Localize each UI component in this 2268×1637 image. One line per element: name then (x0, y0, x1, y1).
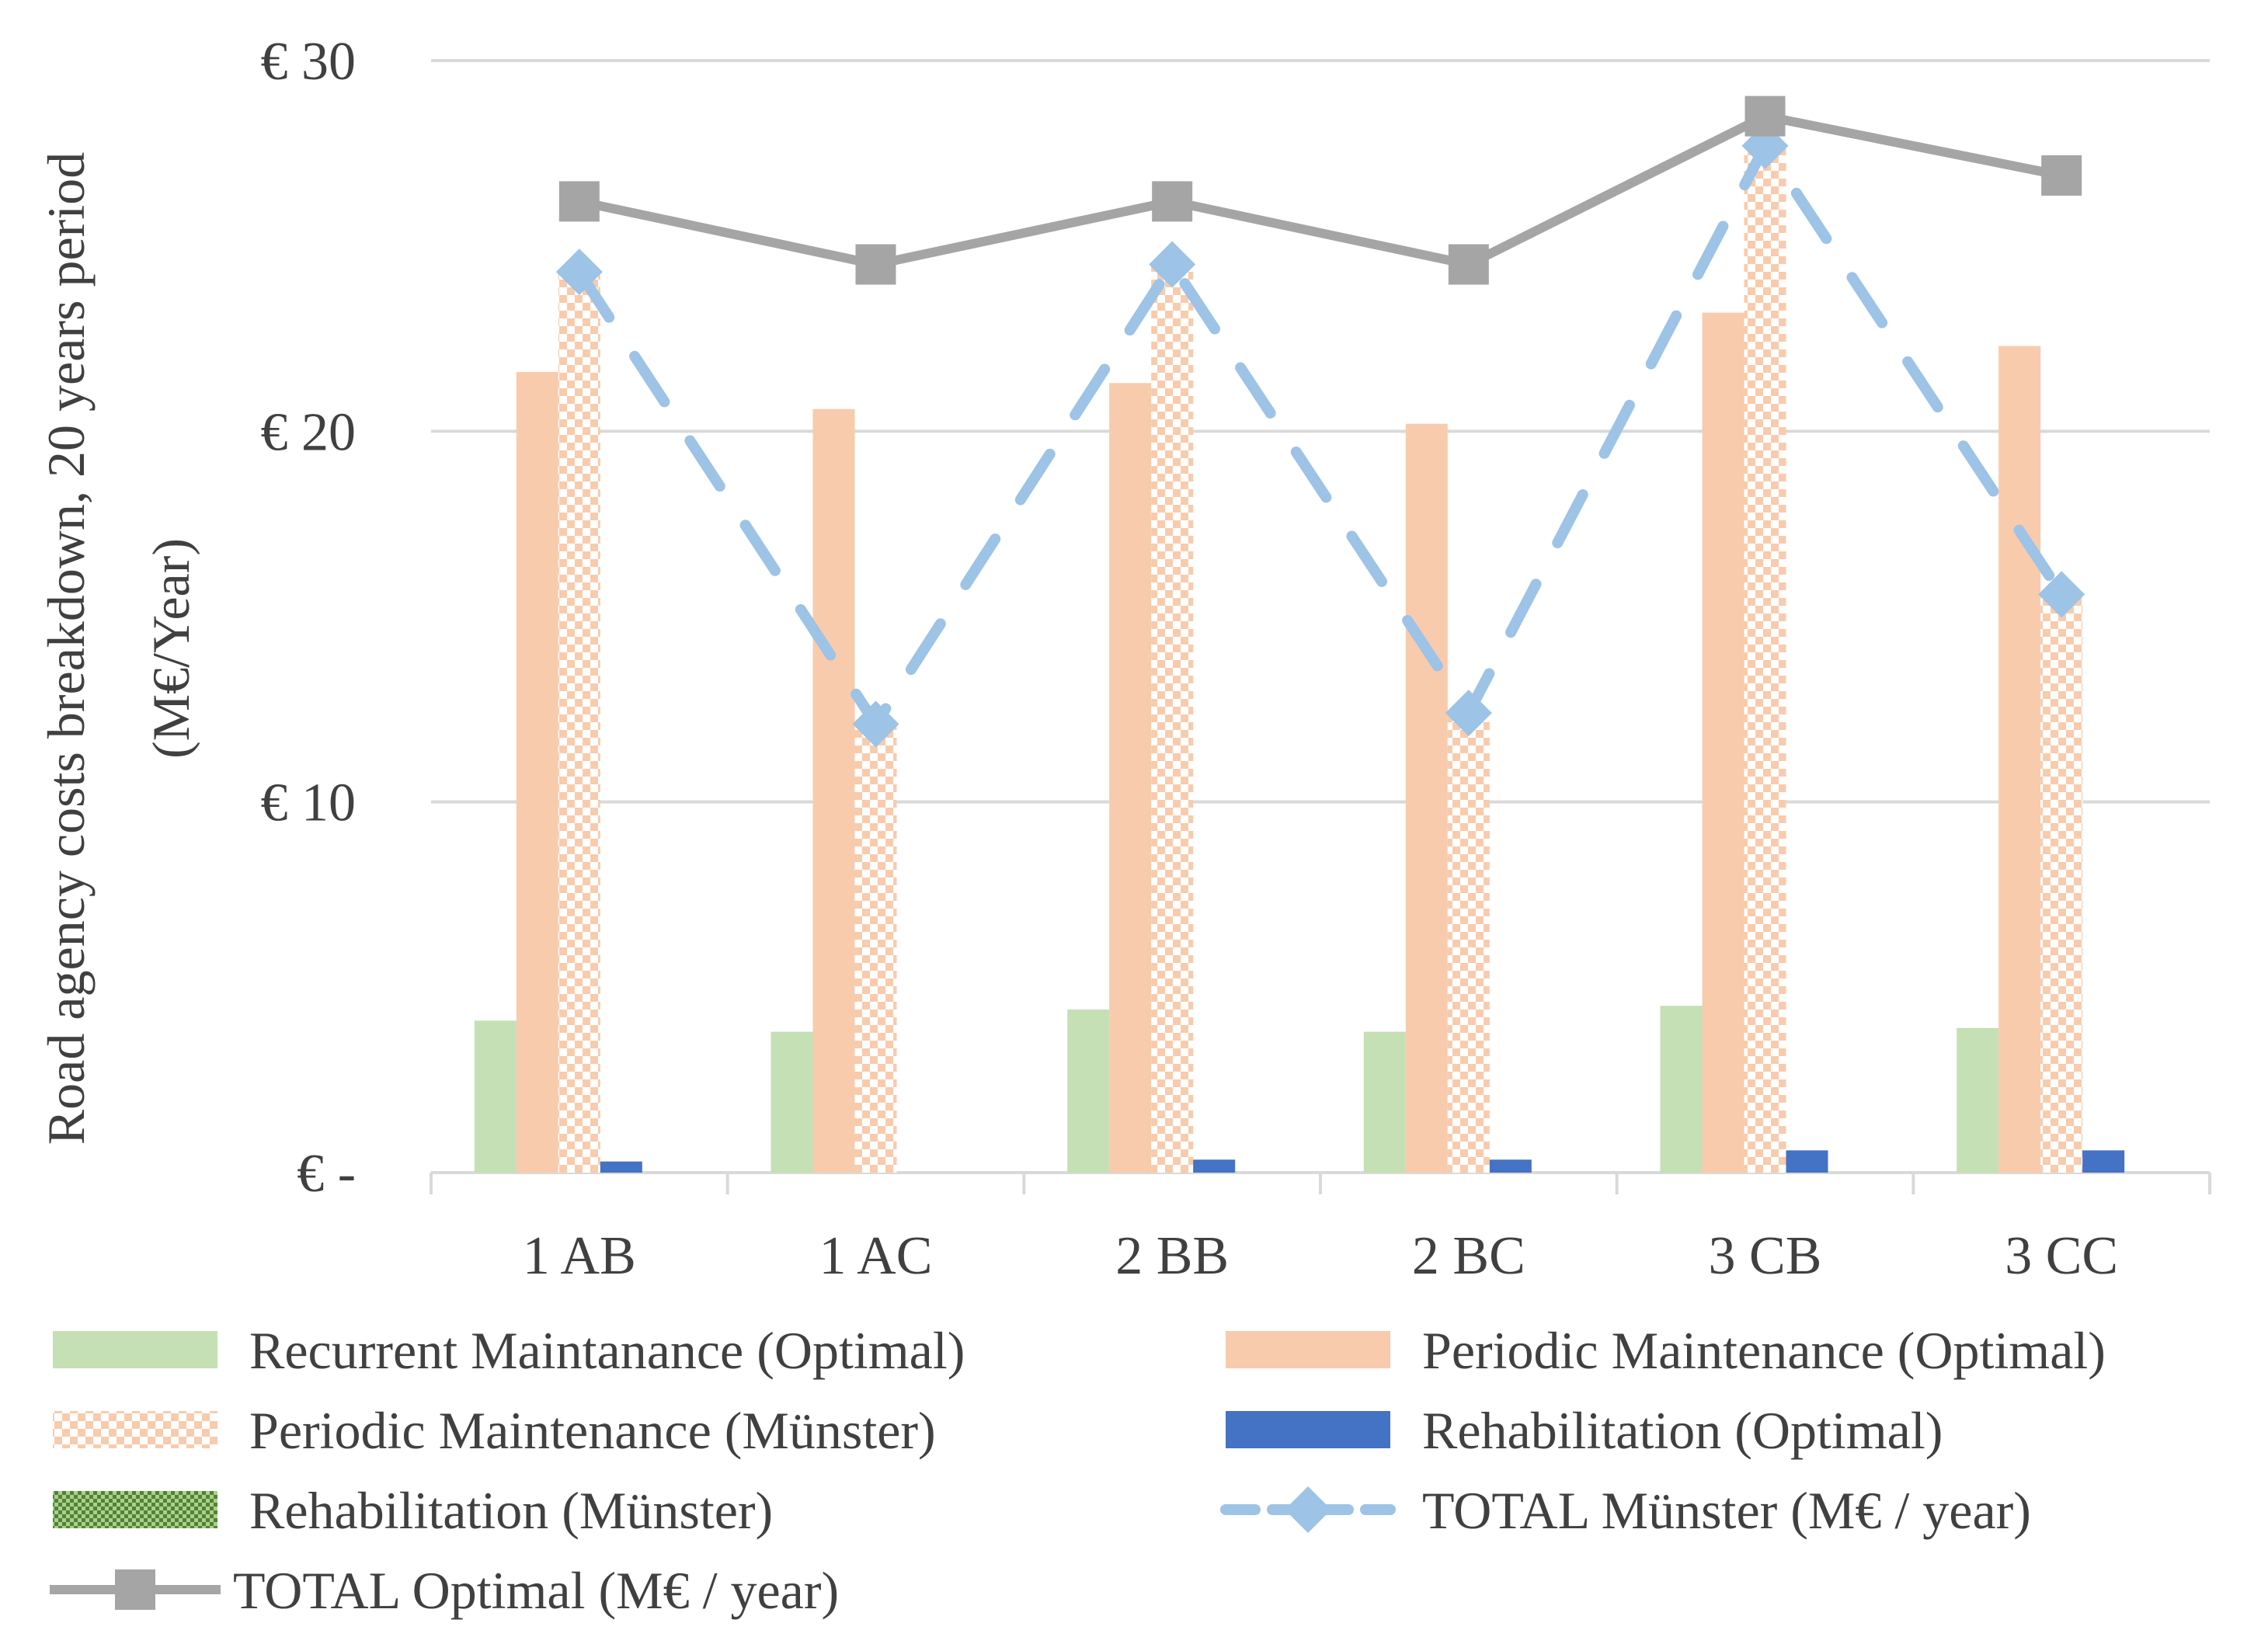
legend-marker (1285, 1486, 1331, 1533)
y-axis-label-line1: Road agency costs breakdown, 20 years pe… (37, 152, 96, 1145)
legend-label: TOTAL Münster (M€ / year) (1422, 1481, 2031, 1540)
bar-periodic-maintenance-m-nster-2-bb (1151, 264, 1194, 1173)
legend-item-periodic-maintenance-optimal: Periodic Maintenance (Optimal) (1226, 1321, 2106, 1380)
legend-swatch (1226, 1331, 1390, 1368)
legend-swatch (53, 1331, 217, 1368)
bar-recurrent-maintanance-optimal-3-cc (1957, 1027, 1999, 1173)
line-total-m-nster-m-year (573, 140, 2068, 730)
marker-total-optimal-m-year-3-cb (1744, 96, 1786, 137)
legend-item-rehabilitation-optimal: Rehabilitation (Optimal) (1226, 1401, 1943, 1460)
bar-recurrent-maintanance-optimal-2-bc (1363, 1031, 1406, 1173)
legend-label: Recurrent Maintanance (Optimal) (249, 1321, 965, 1380)
x-axis (430, 1171, 2211, 1194)
bar-periodic-maintenance-optimal-1-ab (516, 371, 558, 1173)
marker-total-m-nster-m-year-2-bb (1149, 241, 1196, 288)
bar-periodic-maintenance-optimal-1-ac (812, 408, 855, 1173)
bar-periodic-maintenance-optimal-3-cb (1702, 312, 1744, 1173)
marker-total-optimal-m-year-1-ac (855, 244, 896, 285)
y-axis-label-line2: (M€/Year) (141, 538, 200, 759)
legend-label: Periodic Maintenance (Optimal) (1422, 1321, 2106, 1380)
bar-rehabilitation-optimal-3-cc (2082, 1150, 2125, 1173)
bars (474, 145, 2125, 1173)
marker-total-m-nster-m-year-1-ab (555, 249, 603, 296)
marker-total-optimal-m-year-3-cc (2041, 155, 2082, 196)
legend-label: Periodic Maintenance (Münster) (249, 1401, 936, 1460)
marker-total-m-nster-m-year-1-ac (852, 700, 899, 748)
bar-periodic-maintenance-m-nster-3-cc (2040, 594, 2083, 1173)
bar-rehabilitation-optimal-2-bc (1489, 1159, 1532, 1173)
y-tick-label: € - (297, 1144, 356, 1204)
legend-item-recurrent-maintanance-optimal: Recurrent Maintanance (Optimal) (53, 1321, 965, 1380)
legend-label: TOTAL Optimal (M€ / year) (233, 1561, 839, 1620)
bar-rehabilitation-optimal-3-cb (1786, 1150, 1828, 1173)
x-tick-label: 3 CB (1709, 1226, 1822, 1286)
bar-recurrent-maintanance-optimal-1-ab (474, 1020, 517, 1173)
x-tick-label: 1 AC (819, 1226, 933, 1286)
x-tick-label: 2 BB (1115, 1226, 1229, 1286)
bar-periodic-maintenance-m-nster-2-bc (1447, 713, 1490, 1173)
bar-periodic-maintenance-m-nster-1-ab (558, 272, 600, 1173)
bar-periodic-maintenance-m-nster-3-cb (1744, 145, 1786, 1173)
marker-total-m-nster-m-year-3-cc (2038, 571, 2085, 618)
legend-swatch (1226, 1411, 1390, 1448)
lines (555, 96, 2085, 748)
x-tick-label: 3 CC (2005, 1226, 2118, 1286)
legend-item-rehabilitation-m-nster: Rehabilitation (Münster) (53, 1481, 773, 1540)
y-axis-ticks: € - € 10 € 20 € 30 (261, 32, 357, 1204)
marker-total-optimal-m-year-2-bb (1152, 181, 1193, 222)
bar-periodic-maintenance-m-nster-1-ac (854, 724, 897, 1173)
y-tick-label: € 10 (261, 773, 357, 833)
gridlines (431, 59, 2210, 804)
bar-rehabilitation-optimal-1-ab (600, 1161, 642, 1173)
bar-recurrent-maintanance-optimal-2-bb (1067, 1009, 1110, 1173)
legend: Recurrent Maintanance (Optimal) Periodic … (50, 1321, 2106, 1620)
bar-rehabilitation-optimal-2-bb (1193, 1159, 1236, 1173)
bar-periodic-maintenance-optimal-2-bc (1405, 423, 1448, 1173)
legend-item-total-m-nster-m-year: TOTAL Münster (M€ / year) (1220, 1481, 2031, 1540)
legend-marker (115, 1569, 155, 1610)
y-axis-label: Road agency costs breakdown, 20 years pe… (37, 152, 200, 1145)
legend-label: Rehabilitation (Münster) (249, 1481, 773, 1540)
x-tick-label: 1 AB (523, 1226, 636, 1286)
bar-recurrent-maintanance-optimal-1-ac (770, 1031, 813, 1173)
marker-total-m-nster-m-year-2-bc (1445, 690, 1492, 737)
line-total-optimal-m-year (578, 111, 2063, 269)
bar-recurrent-maintanance-optimal-3-cb (1660, 1006, 1703, 1173)
legend-swatch (53, 1491, 217, 1528)
legend-item-total-optimal-m-year: TOTAL Optimal (M€ / year) (50, 1561, 839, 1620)
legend-swatch (53, 1411, 217, 1448)
bar-periodic-maintenance-optimal-3-cc (1998, 346, 2041, 1173)
marker-total-optimal-m-year-2-bc (1448, 244, 1489, 285)
legend-item-periodic-maintenance-m-nster: Periodic Maintenance (Münster) (53, 1401, 936, 1460)
y-tick-label: € 20 (261, 402, 357, 462)
marker-total-optimal-m-year-1-ab (558, 181, 600, 222)
x-axis-ticks: 1 AB 1 AC 2 BB 2 BC 3 CB 3 CC (523, 1226, 2118, 1286)
legend-label: Rehabilitation (Optimal) (1422, 1401, 1943, 1460)
bar-periodic-maintenance-optimal-2-bb (1109, 383, 1152, 1173)
y-tick-label: € 30 (261, 32, 357, 92)
x-tick-label: 2 BC (1412, 1226, 1525, 1286)
